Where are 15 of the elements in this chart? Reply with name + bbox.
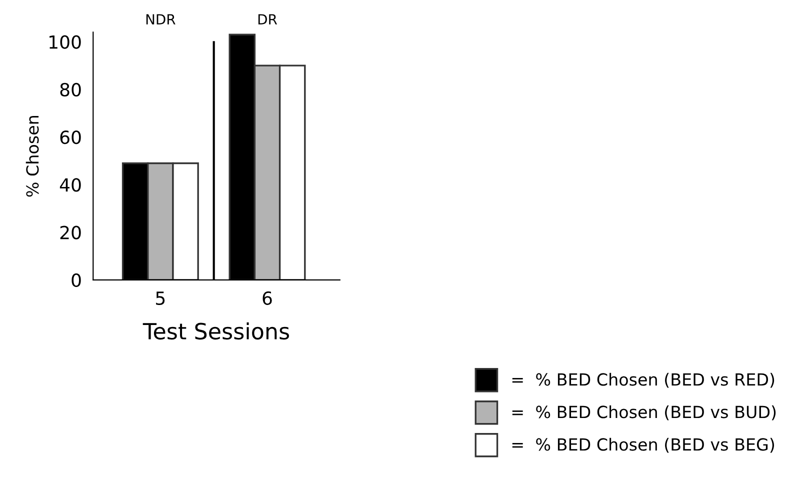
x-tick-label: 6 (262, 291, 272, 306)
legend-label: = % BED Chosen (BED vs BEG) (512, 438, 774, 453)
y-axis-title: % Chosen (26, 116, 39, 197)
y-tick-label: 80 (60, 82, 81, 97)
y-tick-label: 60 (60, 130, 81, 144)
text: NDR (146, 14, 176, 24)
y-tick-label: 40 (60, 178, 81, 192)
y-tick-label: 20 (60, 226, 81, 240)
legend-label: = % BED Chosen (BED vs RED) (512, 372, 774, 388)
legend-label: = % BED Chosen (BED vs BUD) (512, 405, 776, 420)
text: DR (258, 14, 278, 24)
x-tick-label: 5 (156, 292, 165, 306)
x-axis-title: Test Sessions (142, 322, 290, 340)
y-tick-label: 100 (50, 35, 81, 49)
y-tick-label: 0 (72, 273, 81, 288)
